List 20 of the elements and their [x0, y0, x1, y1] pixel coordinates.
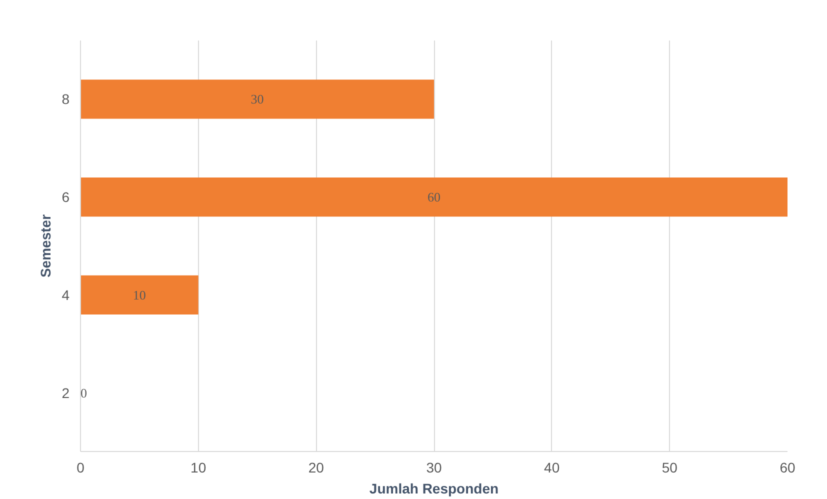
y-tick-label: 8 [62, 91, 70, 108]
bar [80, 275, 198, 314]
y-tick-label: 4 [62, 286, 70, 303]
data-label: 0 [80, 385, 87, 400]
y-axis-title: Semester [38, 214, 54, 278]
y-tick-label: 6 [62, 189, 70, 206]
x-tick-label: 20 [308, 460, 324, 476]
data-label: 30 [250, 92, 264, 107]
data-label: 60 [428, 190, 440, 205]
x-tick-label: 30 [426, 460, 442, 476]
y-tick-label: 2 [62, 384, 70, 401]
bar [80, 178, 788, 217]
x-axis-title: Jumlah Responden [369, 480, 499, 496]
x-tick-label: 10 [190, 460, 206, 476]
data-label: 10 [132, 287, 146, 302]
x-tick-label: 60 [780, 460, 796, 476]
x-tick-label: 40 [544, 460, 560, 476]
bar [80, 80, 434, 119]
x-tick-label: 0 [76, 460, 85, 476]
x-tick-label: 50 [662, 460, 678, 476]
